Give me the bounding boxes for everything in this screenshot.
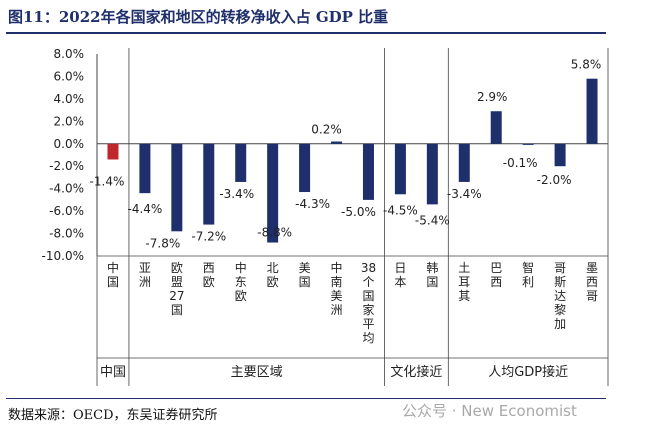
category-label: 欧盟 27 国 (169, 261, 184, 317)
data-label: -4.3% (295, 197, 330, 211)
category-label: 土耳其 (458, 261, 470, 303)
y-tick-label: 0.0% (54, 137, 85, 151)
category-label: 巴西 (490, 261, 502, 289)
bar (203, 143, 215, 225)
y-tick-label: -8.0% (49, 227, 84, 241)
data-label: -4.5% (383, 203, 418, 217)
y-tick-label: -4.0% (49, 182, 84, 196)
title-rule (6, 32, 606, 34)
bar (267, 143, 279, 243)
category-label: 中南美洲 (331, 260, 343, 317)
bar (171, 143, 183, 232)
y-tick-label: -2.0% (49, 159, 84, 173)
category-label: 亚洲 (139, 261, 151, 289)
group-label: 文化接近 (390, 364, 442, 380)
data-label: -7.2% (191, 230, 226, 244)
bar (426, 143, 438, 205)
data-label: -3.4% (447, 187, 482, 201)
category-label: 中国 (107, 260, 119, 289)
category-label: 日本 (394, 261, 406, 289)
bar (522, 143, 534, 145)
watermark: 公众号 · New Economist (402, 402, 577, 420)
category-label: 智利 (522, 260, 534, 289)
category-label: 韩国 (426, 260, 438, 289)
title-bar: 图11：2022年各国家和地区的转移净收入占 GDP 比重 (0, 0, 660, 36)
category-label: 墨西哥 (586, 261, 598, 303)
category-label: 38 个国家平均 (361, 261, 376, 345)
category-label: 西欧 (203, 261, 215, 289)
data-label: -3.4% (219, 187, 254, 201)
bar (554, 143, 566, 167)
data-label: -7.8% (145, 236, 180, 250)
bar (586, 78, 598, 144)
bar (362, 143, 374, 200)
chart-title: 图11：2022年各国家和地区的转移净收入占 GDP 比重 (8, 8, 389, 26)
footer-rule (6, 398, 606, 399)
bar (107, 143, 119, 160)
y-tick-label: 2.0% (54, 114, 85, 128)
bar (394, 143, 406, 195)
data-label: -2.0% (537, 173, 572, 187)
y-tick-label: -6.0% (49, 204, 84, 218)
y-tick-label: 6.0% (54, 69, 85, 83)
bar (139, 143, 151, 194)
bar (331, 141, 343, 144)
bar (235, 143, 247, 182)
y-tick-label: 4.0% (54, 92, 85, 106)
data-label: 5.8% (571, 58, 602, 72)
bar (299, 143, 311, 193)
data-label: -8.8% (257, 226, 292, 240)
group-label: 主要区域 (231, 365, 283, 380)
data-label: -5.4% (415, 213, 450, 227)
source-note: 数据来源：OECD，东吴证券研究所 (8, 408, 218, 423)
group-label: 中国 (100, 365, 126, 380)
category-label: 北欧 (267, 261, 279, 289)
category-label: 美国 (299, 261, 311, 289)
group-label: 人均GDP接近 (488, 364, 568, 380)
data-label: -0.1% (503, 156, 538, 170)
data-label: 0.2% (311, 123, 342, 137)
category-label: 哥斯达黎加 (554, 261, 566, 331)
data-label: -4.4% (127, 202, 162, 216)
data-label: 2.9% (477, 90, 508, 104)
data-label: -1.4% (90, 174, 125, 188)
bar-chart: 8.0% 6.0% 4.0% 2.0% 0.0% -2.0% -4.0% -6.0% -8.0%… (42, 47, 609, 386)
y-tick-label: -10.0% (42, 249, 84, 263)
y-tick-label: 8.0% (54, 47, 85, 61)
bar (490, 111, 502, 144)
bar (458, 143, 470, 182)
data-label: -5.0% (341, 205, 376, 219)
category-label: 中东欧 (235, 260, 247, 303)
